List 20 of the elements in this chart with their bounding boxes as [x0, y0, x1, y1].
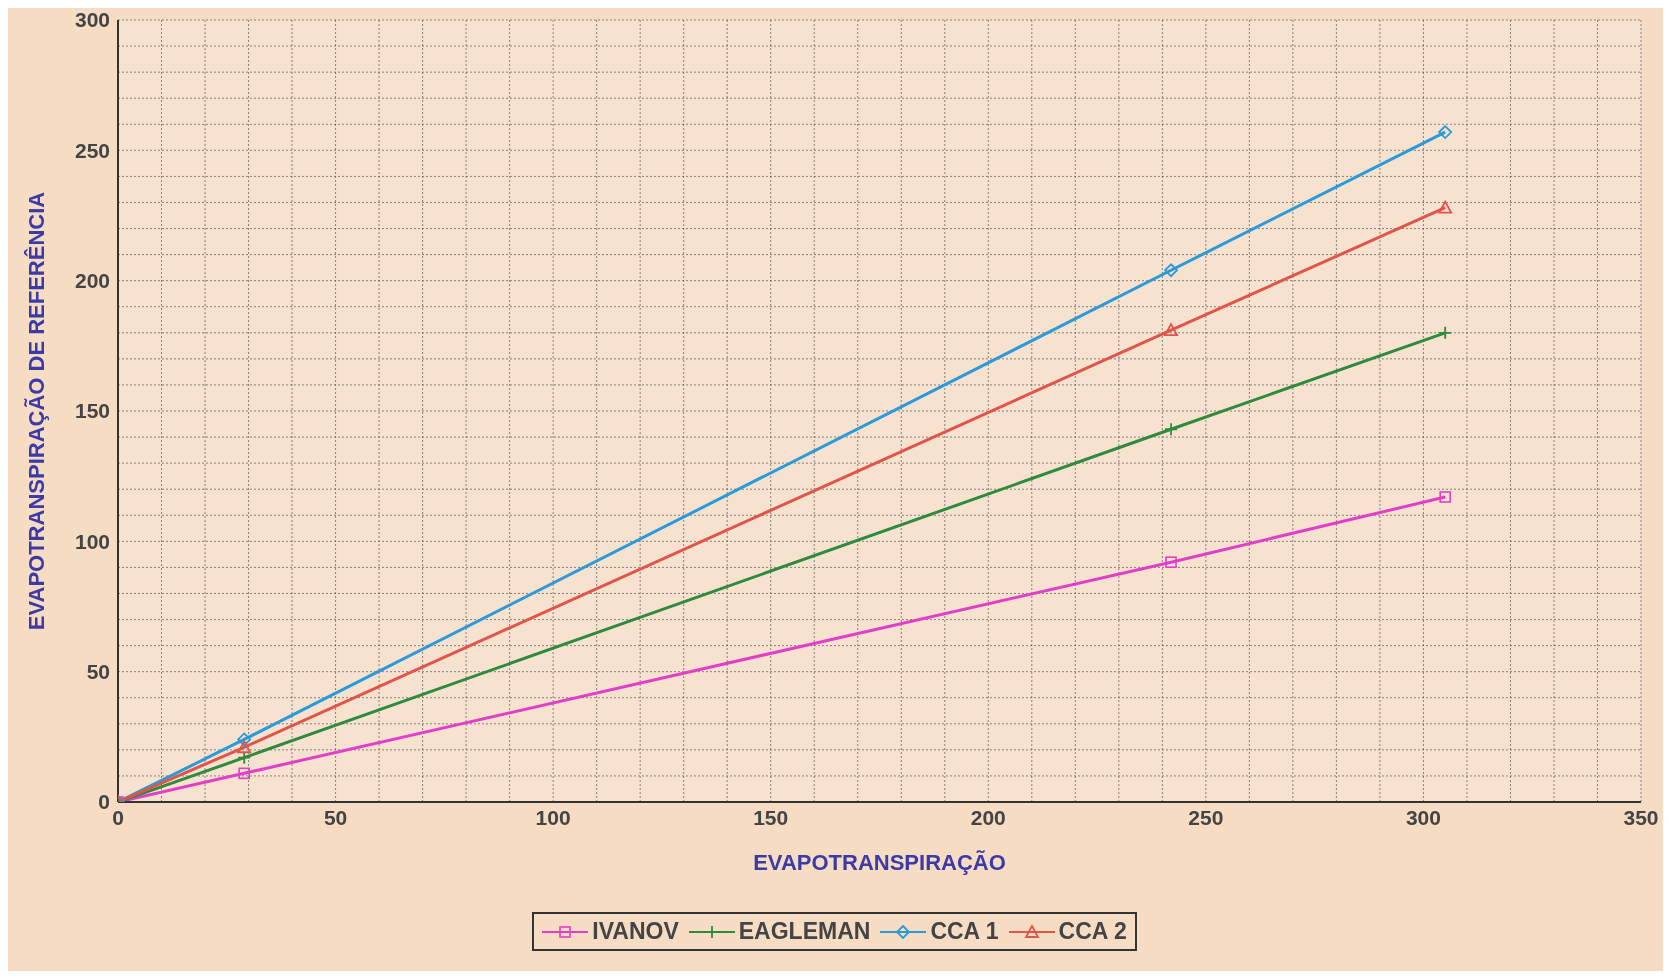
- y-tick-label: 300: [74, 8, 110, 32]
- y-tick-label: 150: [74, 399, 110, 423]
- x-tick-label: 100: [535, 805, 571, 829]
- y-tick-label: 100: [74, 529, 110, 553]
- x-tick-label: 350: [1623, 805, 1659, 829]
- x-tick-label: 300: [1405, 805, 1441, 829]
- x-tick-label: 250: [1188, 805, 1224, 829]
- legend-label: IVANOV: [592, 918, 679, 945]
- legend-label: EAGLEMAN: [738, 918, 871, 945]
- x-tick-label: 150: [753, 805, 789, 829]
- x-axis-title: EVAPOTRANSPIRAÇÃO: [753, 849, 1006, 875]
- legend-label: CCA 2: [1058, 918, 1127, 945]
- y-tick-label: 200: [74, 269, 110, 293]
- y-tick-label: 0: [98, 790, 110, 814]
- y-tick-label: 250: [74, 138, 110, 162]
- y-tick-label: 50: [86, 660, 110, 684]
- x-tick-label: 50: [323, 805, 348, 829]
- legend-label: CCA 1: [930, 918, 999, 945]
- y-axis-title: EVAPOTRANSPIRAÇÃO DE REFERÊNCIA: [23, 191, 49, 631]
- x-tick-label: 200: [970, 805, 1006, 829]
